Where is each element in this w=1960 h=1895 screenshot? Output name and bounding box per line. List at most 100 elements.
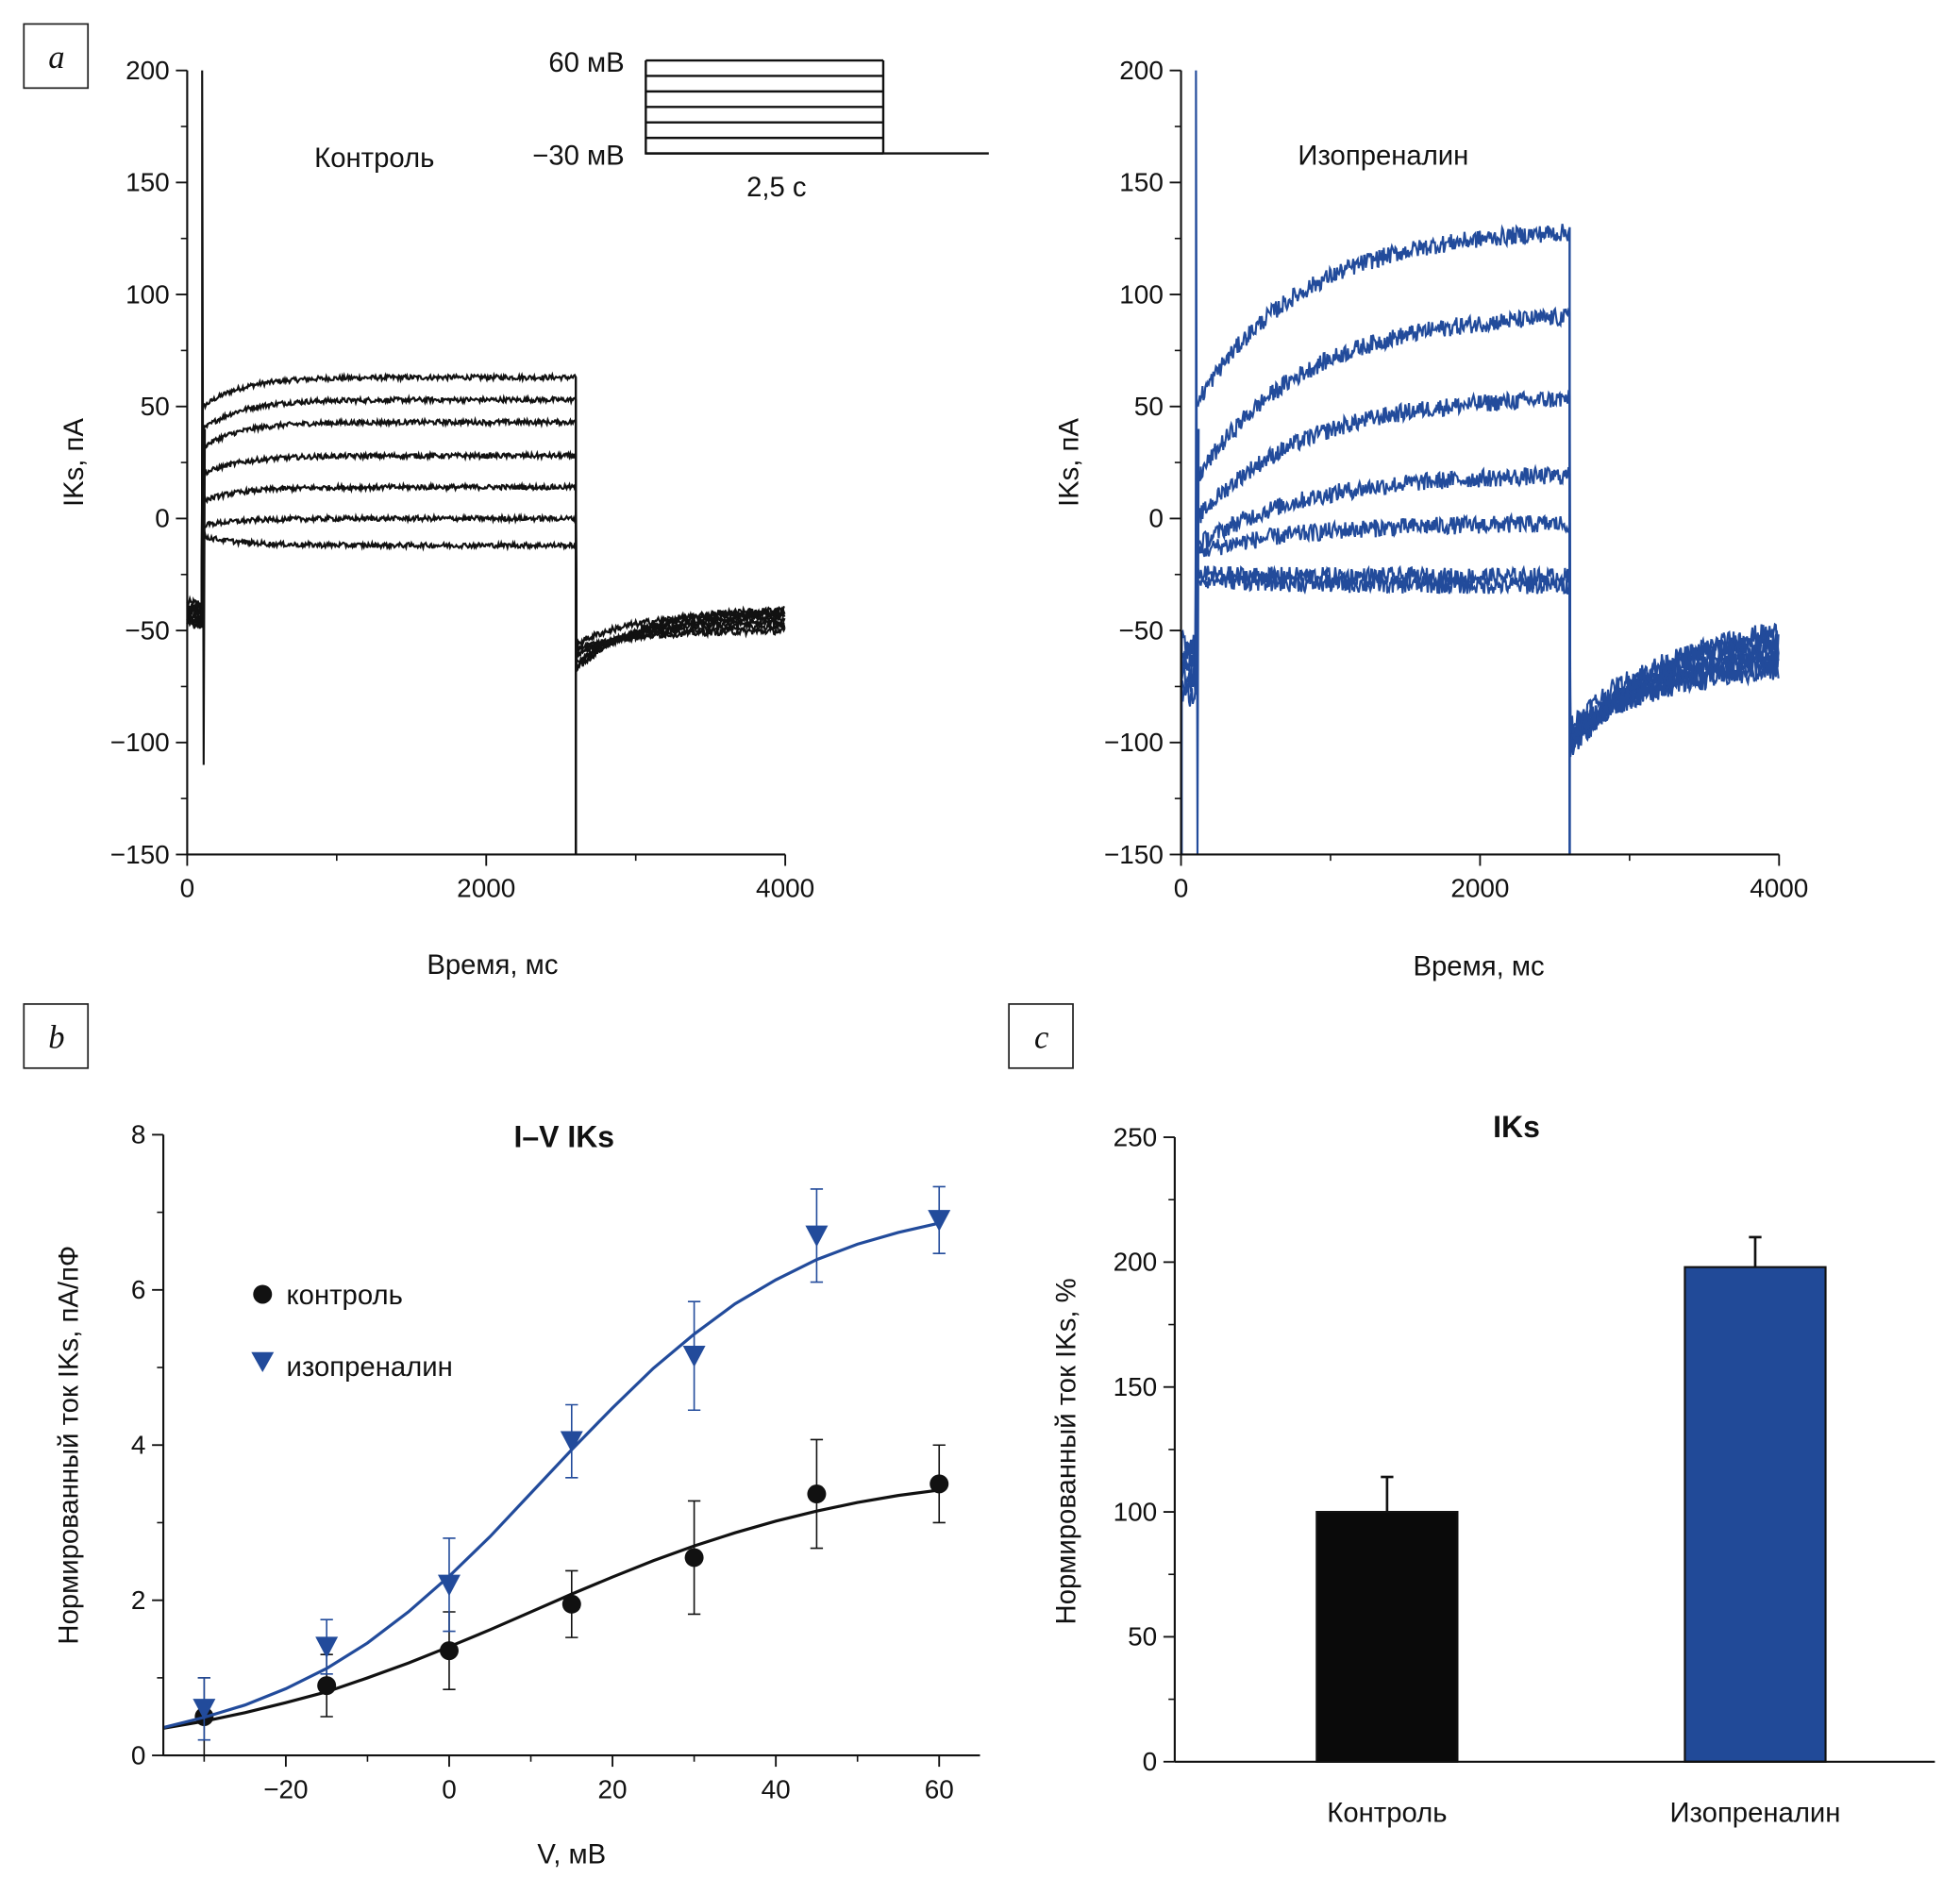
x-tick-label: 2000 xyxy=(457,874,515,903)
data-point xyxy=(437,1574,461,1597)
data-point xyxy=(193,1699,216,1720)
y-tick-label: 6 xyxy=(131,1275,146,1304)
data-point xyxy=(930,1474,949,1494)
data-point xyxy=(807,1484,827,1504)
current-trace xyxy=(186,415,786,855)
current-trace xyxy=(186,511,786,855)
data-point xyxy=(928,1210,951,1232)
c-y-label: Нормированный ток IKs, % xyxy=(1051,1278,1082,1624)
y-tick-label: 250 xyxy=(1114,1122,1158,1151)
x-tick-label: 60 xyxy=(925,1774,954,1803)
svg-text:b: b xyxy=(48,1020,64,1056)
x-tick-label: 0 xyxy=(180,874,195,903)
y-tick-label: −100 xyxy=(1104,728,1164,757)
y-tick-label: 50 xyxy=(1128,1622,1157,1652)
series-isoprenaline xyxy=(162,1185,951,1741)
y-tick-label: 200 xyxy=(1119,56,1164,85)
y-tick-label: 100 xyxy=(1114,1497,1158,1526)
legend-label-control: контроль xyxy=(287,1280,403,1311)
y-tick-label: 200 xyxy=(1114,1248,1158,1277)
iso-trace-label: Изопреналин xyxy=(1298,141,1468,172)
current-trace xyxy=(1180,569,1780,855)
x-tick-label: 2000 xyxy=(1450,874,1509,903)
traces xyxy=(1180,70,1780,855)
b-y-label: Нормированный ток IKs, пА/пФ xyxy=(54,1246,85,1645)
data-point xyxy=(805,1225,829,1248)
protocol-bottom-label: −30 мВ xyxy=(532,141,624,172)
svg-text:a: a xyxy=(48,40,64,75)
data-point xyxy=(682,1346,706,1367)
svg-text:c: c xyxy=(1034,1020,1048,1056)
bar xyxy=(1684,1266,1827,1763)
y-tick-label: 150 xyxy=(126,168,170,197)
fit-curve xyxy=(162,1488,940,1730)
y-tick-label: 0 xyxy=(155,504,170,533)
b-x-label: V, мВ xyxy=(537,1839,606,1870)
category-label: Изопреналин xyxy=(1670,1798,1841,1829)
x-tick-label: −20 xyxy=(263,1774,308,1803)
a-left-x-label: Время, мс xyxy=(427,949,558,981)
data-point xyxy=(315,1636,339,1658)
c-title: IKs xyxy=(1493,1110,1540,1144)
data-point xyxy=(561,1594,581,1614)
y-tick-label: 0 xyxy=(1148,504,1164,533)
legend-label-iso: изопреналин xyxy=(287,1351,453,1383)
data-point xyxy=(439,1641,459,1661)
protocol-duration-label: 2,5 с xyxy=(746,172,806,203)
data-point xyxy=(684,1548,704,1568)
bar xyxy=(1315,1511,1459,1763)
series-control xyxy=(162,1438,949,1756)
y-tick-label: 0 xyxy=(1143,1747,1158,1776)
capacitive-spike xyxy=(201,70,207,765)
x-tick-label: 4000 xyxy=(1750,874,1808,903)
category-label: Контроль xyxy=(1327,1798,1447,1829)
y-tick-label: 100 xyxy=(1119,279,1164,309)
current-trace xyxy=(186,530,786,855)
y-tick-label: 8 xyxy=(131,1120,146,1149)
a-right-y-label: IKs, пА xyxy=(1053,418,1084,507)
current-trace xyxy=(186,394,786,855)
voltage-protocol-inset xyxy=(645,59,989,155)
x-tick-label: 0 xyxy=(1174,874,1189,903)
panel-label-a: a xyxy=(23,23,90,90)
legend-triangle-marker xyxy=(251,1351,275,1373)
y-tick-label: 2 xyxy=(131,1585,146,1615)
fit-curve xyxy=(162,1221,940,1730)
y-tick-label: −50 xyxy=(125,615,169,645)
y-tick-label: −150 xyxy=(110,840,170,869)
panel-label-c: c xyxy=(1008,1003,1074,1069)
legend-circle-marker xyxy=(253,1284,273,1304)
control-trace-label: Контроль xyxy=(314,143,434,174)
a-left-y-label: IKs, пА xyxy=(59,418,90,507)
y-tick-label: 200 xyxy=(126,56,170,85)
data-point xyxy=(317,1676,337,1696)
bar-chart: Контроль Изопреналин 0 50 100 150 200 250 xyxy=(1114,1122,1935,1829)
y-tick-label: 100 xyxy=(126,279,170,309)
control-traces-plot: 200 150 100 50 0 −50 −100 −150 0 2000 4000 xyxy=(110,56,814,903)
b-legend: контроль изопреналин xyxy=(251,1280,453,1383)
y-tick-label: 150 xyxy=(1114,1372,1158,1401)
a-right-x-label: Время, мс xyxy=(1413,950,1544,981)
y-tick-label: 0 xyxy=(131,1740,146,1769)
x-tick-label: 40 xyxy=(762,1774,791,1803)
panel-label-b: b xyxy=(23,1003,90,1069)
current-trace xyxy=(1180,511,1780,855)
x-tick-label: 20 xyxy=(598,1774,628,1803)
y-tick-label: 4 xyxy=(131,1431,146,1460)
x-tick-label: 4000 xyxy=(756,874,814,903)
y-tick-label: 50 xyxy=(141,392,170,421)
current-trace xyxy=(1180,389,1780,855)
protocol-top-label: 60 мВ xyxy=(548,47,624,78)
y-tick-label: 50 xyxy=(1134,392,1164,421)
capacitive-spike xyxy=(1195,70,1200,855)
data-point xyxy=(560,1431,583,1453)
x-tick-label: 0 xyxy=(442,1774,457,1803)
y-tick-label: 150 xyxy=(1119,168,1164,197)
iso-traces-plot: 200 150 100 50 0 −50 −100 −150 0 2000 4000 xyxy=(1104,56,1808,903)
iv-plot: 0 2 4 6 8 −20 0 20 40 60 xyxy=(131,1120,980,1803)
traces xyxy=(186,70,786,855)
current-trace xyxy=(186,449,785,855)
current-trace xyxy=(1180,564,1780,855)
y-tick-label: −50 xyxy=(1118,615,1163,645)
